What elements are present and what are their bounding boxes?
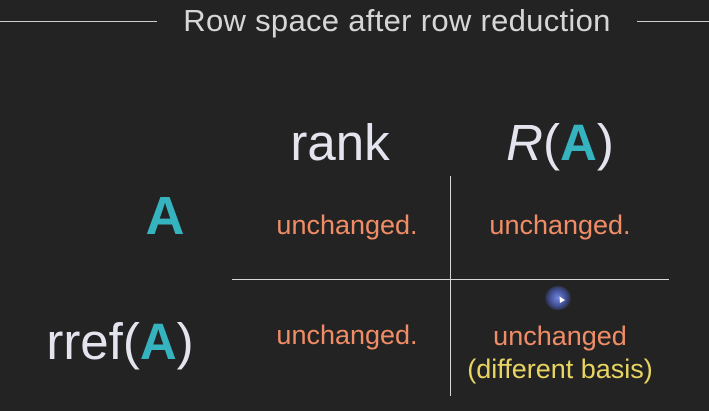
title-rule-left: [0, 21, 157, 22]
page-title: Row space after row reduction: [183, 3, 611, 38]
rref-prefix: rref(: [46, 313, 140, 370]
pointer-highlight-icon: [545, 286, 571, 310]
cell-rref-row-space-note: (different basis): [467, 354, 653, 384]
row-label-a: A: [120, 185, 210, 247]
matrix-variable: A: [560, 114, 597, 171]
cell-a-row-space: unchanged.: [489, 210, 631, 240]
close-paren: ): [596, 114, 614, 171]
open-paren: (: [543, 114, 560, 171]
cell-rref-row-space-main: unchanged: [493, 321, 627, 351]
cell-rref-rank: unchanged.: [276, 320, 418, 350]
matrix-variable: A: [139, 313, 177, 370]
column-header-row-space: R(A): [460, 113, 660, 172]
matrix-variable: A: [145, 186, 185, 246]
close-paren: ): [176, 313, 194, 370]
title-rule-right: [637, 21, 709, 22]
table-horizontal-divider: [232, 279, 669, 280]
cell-a-rank: unchanged.: [276, 210, 418, 240]
row-space-symbol: R: [506, 114, 544, 171]
cell-rref-row-space: unchanged (different basis): [452, 320, 668, 386]
table-vertical-divider: [450, 176, 451, 396]
row-label-rref: rref(A): [20, 312, 220, 371]
column-header-rank: rank: [290, 114, 390, 171]
